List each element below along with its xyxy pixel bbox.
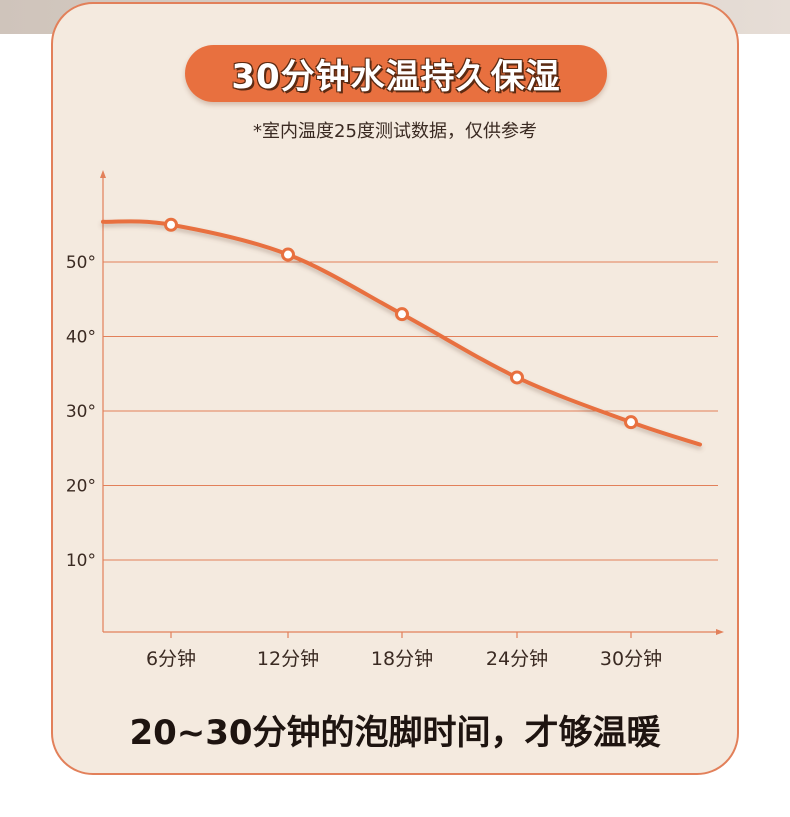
chart-card bbox=[51, 2, 739, 775]
x-axis-arrow bbox=[716, 629, 724, 635]
y-tick-label: 10° bbox=[66, 551, 96, 571]
y-tick-label: 40° bbox=[66, 328, 96, 348]
x-tick-label: 30分钟 bbox=[600, 648, 662, 670]
x-tick-label: 24分钟 bbox=[486, 648, 548, 670]
x-tick-label: 18分钟 bbox=[371, 648, 433, 670]
footer-caption: 20~30分钟的泡脚时间，才够温暖 bbox=[129, 713, 661, 753]
x-tick-label: 6分钟 bbox=[146, 648, 196, 670]
y-tick-label: 30° bbox=[66, 402, 96, 422]
data-point bbox=[164, 217, 178, 232]
title-banner: 30分钟水温持久保湿 bbox=[185, 45, 607, 102]
x-tick-label: 12分钟 bbox=[257, 648, 319, 670]
test-note: *室内温度25度测试数据，仅供参考 bbox=[253, 121, 537, 142]
data-point bbox=[395, 307, 409, 322]
data-point bbox=[510, 370, 524, 385]
y-tick-label: 50° bbox=[66, 253, 96, 273]
data-point bbox=[281, 247, 295, 262]
y-tick-label: 20° bbox=[66, 477, 96, 497]
y-axis-arrow bbox=[100, 170, 106, 178]
page-title: 30分钟水温持久保湿 bbox=[231, 57, 561, 97]
data-point bbox=[624, 415, 638, 430]
